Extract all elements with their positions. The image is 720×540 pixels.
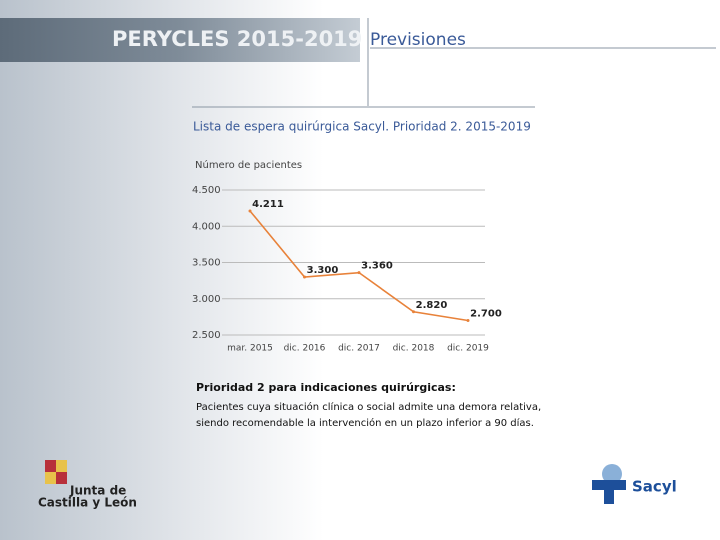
logo-text: Castilla y León [38,496,137,510]
data-point [357,271,361,275]
y-axis-label: Número de pacientes [195,159,302,171]
y-tick-label: 3.500 [192,258,221,269]
data-point [466,319,470,322]
logo-shape [604,480,614,504]
data-point [303,275,306,279]
header-band [0,18,360,62]
header-title: PERYCLES 2015-2019 [112,27,362,51]
chart-title: Lista de espera quirúrgica Sacyl. Priori… [193,120,531,134]
data-label: 4.211 [252,199,284,210]
x-tick-label: dic. 2016 [284,344,326,354]
shield [56,460,67,472]
note-title: Prioridad 2 para indicaciones quirúrgica… [196,381,456,394]
shield [45,472,56,484]
y-tick-label: 2.500 [192,330,221,341]
note-text: Pacientes cuya situación clínica o socia… [196,401,541,413]
data-point [412,310,415,314]
y-tick-label: 4.000 [192,221,221,232]
y-tick-label: 3.000 [192,294,221,305]
data-label: 2.820 [416,300,448,311]
logo-text: Sacyl [632,478,677,496]
section-title: Previsiones [370,30,466,50]
logo-text: Junta de [69,484,126,498]
data-label: 3.300 [307,265,339,276]
x-tick-label: mar. 2015 [227,344,273,354]
logo-shape [602,464,622,484]
sacyl-logo: Sacyl [592,464,677,504]
x-tick-label: dic. 2018 [393,344,435,354]
data-point [248,209,252,213]
junta-logo: Junta de Castilla y León [38,460,137,510]
x-tick-label: dic. 2017 [338,344,380,354]
y-tick-label: 4.500 [192,185,221,196]
x-tick-label: dic. 2019 [447,344,489,354]
data-label: 2.700 [470,309,502,320]
note-text: siendo recomendable la intervención en u… [196,417,534,429]
data-label: 3.360 [361,261,393,272]
